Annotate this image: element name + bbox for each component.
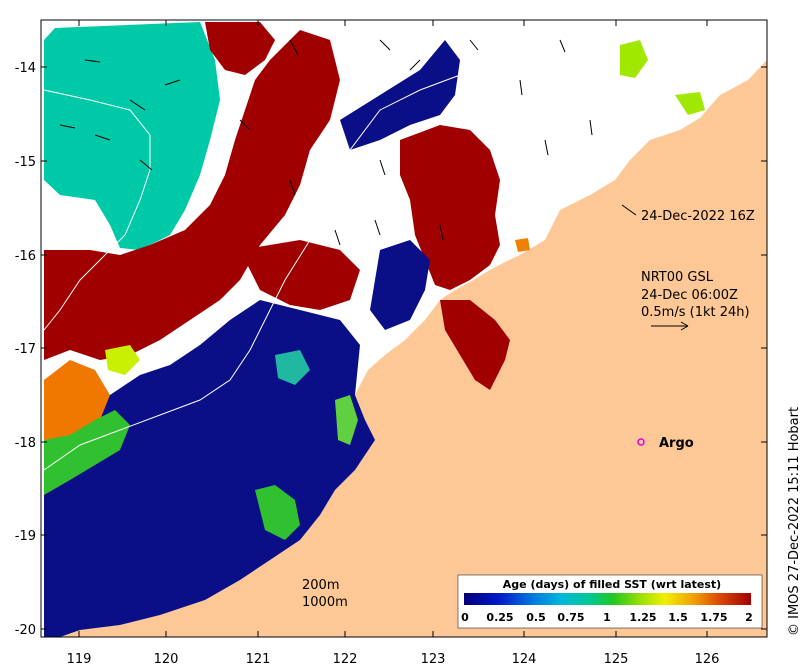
- current-legend-line-1: NRT00 GSL: [641, 270, 714, 285]
- lat-tick-label: -17: [15, 342, 36, 357]
- sst-region-old-east: [400, 125, 500, 290]
- isobath-200m-label: 200m: [302, 578, 339, 593]
- sst-region-old-river: [440, 300, 510, 390]
- lon-tick-label: 121: [246, 652, 271, 667]
- argo-float-marker: [637, 438, 645, 446]
- sst-region-mixed-lime-ne: [620, 40, 648, 78]
- sst-region-old-west: [44, 30, 340, 360]
- sst-region-teal: [44, 22, 220, 250]
- colorbar-tick: 1.25: [629, 611, 656, 624]
- sst-region-old-center: [240, 240, 360, 310]
- lat-axis: -14 -15 -16 -17 -18 -19 -20: [15, 61, 767, 638]
- colorbar-tick: 1.75: [700, 611, 727, 624]
- lat-tick-label: -15: [15, 155, 36, 170]
- lat-tick-label: -20: [15, 623, 36, 638]
- isobath-200m: [43, 29, 501, 471]
- colorbar-gradient: [464, 593, 751, 605]
- credit-text: © IMOS 27-Dec-2022 15:11 Hobart: [787, 407, 802, 636]
- sst-region-mixed-west: [44, 360, 110, 445]
- timestamp-leader-line: [621, 204, 637, 216]
- colorbar-title: Age (days) of filled SST (wrt latest): [503, 578, 721, 591]
- sst-region-mixed-green-coast: [335, 395, 358, 445]
- lon-tick-label: 119: [67, 652, 92, 667]
- lon-tick-label: 124: [512, 652, 537, 667]
- lat-tick-label: -18: [15, 436, 36, 451]
- sst-region-mixed-orange-east: [515, 238, 530, 252]
- current-vectors: [59, 39, 593, 246]
- sst-region-mixed-lime-ne2: [675, 92, 705, 115]
- plot-frame: [40, 19, 768, 638]
- colorbar-tick: 0.25: [486, 611, 513, 624]
- lat-tick-label: -14: [15, 61, 36, 76]
- arrowhead-icon: [680, 321, 689, 331]
- sst-region-mixed-teal-center: [275, 350, 310, 385]
- sst-region-fresh-south: [44, 300, 375, 637]
- timestamp-label: 24-Dec-2022 16Z: [641, 209, 755, 224]
- colorbar-tick: 1.5: [668, 611, 688, 624]
- land-mass: [60, 60, 767, 637]
- colorbar-tick: 1: [603, 611, 611, 624]
- isobath-legend: 200m 1000m: [302, 578, 348, 610]
- current-legend: NRT00 GSL 24-Dec 06:00Z 0.5m/s (1kt 24h): [641, 270, 750, 331]
- lon-tick-label: 122: [333, 652, 358, 667]
- sst-region-mixed-yellow: [105, 345, 140, 375]
- age-colorbar: Age (days) of filled SST (wrt latest) 0 …: [457, 574, 763, 629]
- argo-label: Argo: [659, 436, 694, 451]
- current-legend-line-2: 24-Dec 06:00Z: [641, 288, 738, 303]
- sst-region-fresh-mid: [370, 240, 430, 330]
- isobath-1000m: [43, 89, 151, 331]
- colorbar-tick: 0: [461, 611, 469, 624]
- colorbar-tick: 2: [745, 611, 753, 624]
- lat-tick-label: -19: [15, 529, 36, 544]
- lat-tick-label: -16: [15, 249, 36, 264]
- lon-tick-label: 126: [695, 652, 720, 667]
- colorbar-tick: 0.5: [526, 611, 546, 624]
- isobath-1000m-label: 1000m: [302, 595, 348, 610]
- sst-region-old-north: [205, 22, 275, 75]
- colorbar-tick: 0.75: [557, 611, 584, 624]
- sst-region-mixed-green-south: [255, 485, 300, 540]
- current-legend-line-3: 0.5m/s (1kt 24h): [641, 305, 750, 320]
- lon-tick-label: 125: [604, 652, 629, 667]
- lon-tick-label: 123: [421, 652, 446, 667]
- lon-axis: 119 120 121 122 123 124 125 126: [67, 20, 720, 667]
- map-plot-area: [41, 20, 767, 637]
- lon-tick-label: 120: [154, 652, 179, 667]
- sst-region-mixed-green-west: [44, 410, 130, 495]
